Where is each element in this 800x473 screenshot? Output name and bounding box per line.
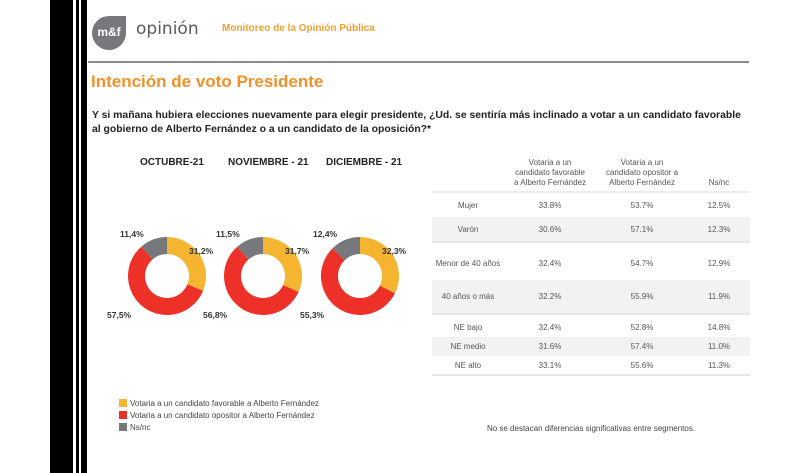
donut-value-label: 32,3%	[382, 246, 407, 256]
donut-value-label: 11,4%	[120, 229, 144, 239]
chart-legend: Votaria a un candidato favorable a Alber…	[119, 397, 319, 433]
legend-label: Ns/nc	[130, 422, 151, 432]
segment-label: NE bajo	[453, 323, 483, 332]
donut-value-label: 57,5%	[107, 310, 132, 320]
cell-opositor: 52.8%	[630, 323, 654, 332]
header-line: candidato favorable	[515, 168, 585, 177]
cell-nsnc: 12.9%	[707, 258, 731, 268]
legend-item: Votaria a un candidato opositor a Albert…	[119, 409, 319, 421]
logo-text: m&f	[97, 25, 121, 39]
cell-nsnc: 12.5%	[707, 200, 731, 210]
cell-favorable: 32.4%	[538, 258, 562, 268]
segment-label: NE medio	[432, 337, 504, 356]
legend-swatch-favorable	[119, 399, 127, 407]
header-line: Alberto Fernández	[609, 178, 675, 187]
legend-item: Ns/nc	[119, 421, 319, 433]
cell-favorable: 30.6%	[504, 217, 596, 243]
donut-chart: 31,7% 56,8% 11,5%	[203, 229, 310, 320]
slice-nsnc	[237, 237, 263, 260]
brand-name: opinión	[136, 19, 199, 39]
header-line: Votaria a un	[620, 158, 664, 167]
table-header-empty	[432, 158, 504, 193]
donut-value-label: 11,5%	[216, 229, 240, 239]
slice-opositor	[224, 246, 299, 315]
cell-opositor: 54.7%	[630, 258, 654, 268]
donut-chart: 32,3% 55,3% 12,4%	[300, 229, 407, 320]
legend-item: Votaria a un candidato favorable a Alber…	[119, 397, 319, 409]
table-row: NE medio 31.6% 57.4% 11.0%	[432, 337, 750, 356]
slice-opositor	[128, 246, 204, 315]
cell-nsnc: 12.3%	[688, 217, 750, 243]
cell-favorable: 33.8%	[538, 200, 562, 210]
table-row: Mujer 33.8% 53.7% 12.5%	[432, 192, 750, 217]
segment-label: 40 años o más	[432, 280, 504, 315]
segment-label: Menor de 40 años	[435, 258, 501, 268]
cell-opositor: 57.4%	[596, 337, 688, 356]
table-row: NE alto 33.1% 55.6% 11.3%	[432, 356, 750, 376]
donut-chart: 31,2% 57,5% 11,4%	[107, 229, 214, 320]
black-side-bar	[50, 0, 73, 473]
footnote: No se destacan diferencias significativa…	[486, 424, 696, 433]
cell-favorable: 32.2%	[504, 280, 596, 315]
segments-table: Votaria a un candidato favorable a Alber…	[432, 158, 750, 376]
legend-label: Votaria a un candidato opositor a Albert…	[130, 410, 315, 420]
header-subtitle: Monitoreo de la Opinión Pública	[222, 23, 375, 34]
table-row: 40 años o más 32.2% 55.9% 11.9%	[432, 280, 750, 315]
donut-title: DICIEMBRE - 21	[326, 157, 403, 168]
donut-title: NOVIEMBRE - 21	[228, 157, 309, 168]
slice-favorable	[263, 237, 302, 292]
legend-label: Votaria a un candidato favorable a Alber…	[130, 398, 320, 408]
donut-value-label: 56,8%	[203, 310, 228, 320]
cell-favorable: 31.6%	[504, 337, 596, 356]
slice-favorable	[167, 237, 206, 291]
slice-favorable	[360, 237, 399, 294]
donut-value-label: 55,3%	[300, 310, 325, 320]
slice-opositor	[321, 248, 395, 315]
header-divider	[88, 61, 749, 63]
table-row: Menor de 40 años 32.4% 54.7% 12.9%	[432, 246, 750, 280]
slice-nsnc	[141, 237, 167, 260]
header-line: candidato opositor a	[605, 168, 679, 177]
black-side-bar	[81, 0, 87, 473]
table-row: NE bajo 32.4% 52.8% 14.8%	[432, 318, 750, 337]
cell-nsnc: 11.0%	[688, 337, 750, 356]
legend-swatch-nsnc	[119, 423, 127, 431]
segment-label: Varón	[432, 217, 504, 243]
cell-favorable: 32.4%	[538, 323, 562, 332]
segment-label: NE alto	[432, 356, 504, 376]
slice-nsnc	[332, 237, 360, 261]
table-row: Varón 30.6% 57.1% 12.3%	[432, 217, 750, 243]
table-header-row: Votaria a un candidato favorable a Alber…	[432, 158, 750, 193]
donut-title: OCTUBRE-21	[140, 157, 204, 168]
black-side-bar	[76, 0, 79, 473]
survey-question: Y si mañana hubiera elecciones nuevament…	[92, 110, 741, 135]
cell-favorable: 33.1%	[504, 356, 596, 376]
table-header: Votaria a un candidato opositor a Albert…	[596, 158, 688, 193]
cell-opositor: 53.7%	[630, 200, 654, 210]
header-line: Votaria a un	[528, 158, 572, 167]
header-line: a Alberto Fernández	[513, 178, 587, 187]
segment-label: Mujer	[457, 200, 478, 210]
cell-opositor: 57.1%	[596, 217, 688, 243]
cell-nsnc: 14.8%	[707, 323, 731, 332]
donut-value-label: 31,7%	[285, 246, 310, 256]
donut-value-label: 12,4%	[313, 229, 338, 239]
table-header: Ns/nc	[688, 158, 750, 193]
table-header: Votaria a un candidato favorable a Alber…	[504, 158, 596, 193]
cell-nsnc: 11.3%	[688, 356, 750, 376]
donut-charts: 31,2% 57,5% 11,4% 31,7% 56,8% 11,5% 32,3% 55,…	[107, 229, 407, 320]
mf-logo: m&f	[92, 16, 126, 50]
cell-opositor: 55.6%	[596, 356, 688, 376]
legend-swatch-opositor	[119, 411, 127, 419]
cell-opositor: 55.9%	[596, 280, 688, 315]
donut-value-label: 31,2%	[189, 246, 214, 256]
cell-nsnc: 11.9%	[688, 280, 750, 315]
page-title: Intención de voto Presidente	[91, 72, 324, 91]
